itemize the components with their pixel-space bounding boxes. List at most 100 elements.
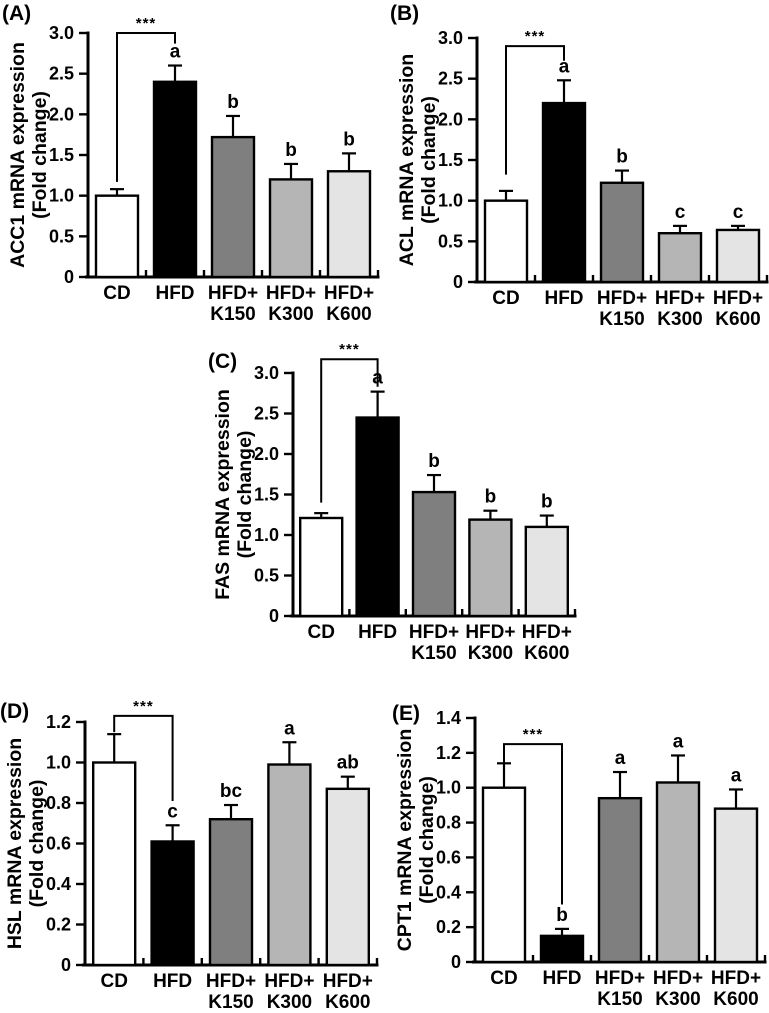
y-tick-label: 0.2 (436, 917, 461, 937)
y-tick-label: 0.2 (46, 915, 71, 935)
bar-hfd-k150 (599, 181, 645, 284)
bar-hfd-k600 (713, 807, 759, 964)
bar-cd (481, 786, 527, 964)
y-tick-label: 0 (451, 952, 461, 972)
x-category-label: HFD (155, 283, 194, 304)
y-tick-label: 2.5 (49, 64, 74, 84)
significance-bracket (505, 45, 565, 175)
panel-d-label: (D) (0, 700, 30, 723)
x-category-label: K600 (325, 992, 370, 1013)
y-tick-label: 0 (269, 606, 279, 626)
y-tick-label: 0.8 (46, 793, 71, 813)
y-tick-label: 0.4 (46, 874, 71, 894)
x-category-label: K600 (524, 643, 569, 664)
x-category-label: K150 (210, 304, 255, 325)
y-tick-label: 0 (64, 267, 74, 287)
y-axis-title: (Fold change) (416, 776, 438, 904)
y-tick-label: 0.5 (438, 231, 463, 251)
y-tick-label: 0.8 (436, 813, 461, 833)
x-category-label: HFD (542, 968, 581, 989)
x-category-label: CD (490, 968, 517, 989)
significance-stars: *** (339, 341, 360, 358)
bar-hfd (152, 80, 198, 279)
bar-hfd-k150 (597, 796, 643, 964)
x-category-label: HFD+ (323, 971, 373, 992)
y-tick-label: 1.5 (254, 485, 279, 505)
y-tick-label: 1.0 (436, 778, 461, 798)
panel-e-label: (E) (392, 702, 420, 725)
panel-c-label: (C) (208, 350, 238, 373)
significance-bracket (116, 32, 176, 182)
panel-c: (C) 0 0.5 1.0 1.5 2.0 2.5 3.0 CD a HFD b HFD+ K150 b H… (180, 340, 580, 685)
sig-letter: a (284, 718, 295, 739)
sig-letter: a (559, 56, 570, 77)
x-category-label: HFD (153, 971, 192, 992)
y-tick-label: 3.0 (254, 363, 279, 383)
panel-e: (E) 0 0.2 0.4 0.6 0.8 1.0 1.2 1.4 CD b HFD a HFD+ K15… (385, 680, 769, 1013)
y-tick-label: 1.0 (49, 186, 74, 206)
x-category-label: HFD+ (266, 283, 316, 304)
x-category-label: HFD+ (324, 283, 374, 304)
sig-letter: a (170, 42, 181, 63)
x-category-label: HFD+ (409, 622, 459, 643)
acc1-bar-chart: 00.51.01.52.02.53.0CDaHFDbHFD+K150bHFD+K… (7, 15, 380, 325)
x-category-label: HFD+ (713, 288, 763, 309)
cpt1-bar-chart: 00.20.40.60.81.01.21.4CDbHFDaHFD+K150aHF… (394, 708, 767, 1010)
y-tick-label: 1.0 (438, 191, 463, 211)
x-category-label: K600 (715, 309, 760, 330)
y-tick-label: 1.2 (436, 743, 461, 763)
panel-d: (D) 0 0.2 0.4 0.6 0.8 1.0 1.2 CD c HFD bc HFD+ K150 a… (0, 680, 385, 1013)
bar-hfd-k150 (411, 490, 457, 618)
y-tick-label: 2.0 (254, 444, 279, 464)
significance-stars: *** (523, 726, 544, 743)
hsl-bar-chart: 00.20.40.60.81.01.2CDcHFDbcHFD+K150aHFD+… (4, 698, 379, 1013)
panel-a: (A) 0 0.5 1.0 1.5 2.0 2.5 3.0 CD a HFD b HFD+ K150 b H… (0, 0, 385, 345)
x-category-label: HFD+ (208, 283, 258, 304)
sig-letter: b (616, 147, 628, 168)
x-category-label: K600 (713, 989, 758, 1010)
y-tick-label: 1.0 (46, 753, 71, 773)
y-tick-label: 2.5 (438, 69, 463, 89)
sig-letter: c (675, 202, 686, 223)
sig-letter: b (428, 451, 440, 472)
sig-letter: b (485, 487, 497, 508)
y-tick-label: 1.2 (46, 712, 71, 732)
x-category-label: K300 (268, 304, 313, 325)
x-category-label: K150 (208, 992, 253, 1013)
x-category-label: K150 (599, 309, 644, 330)
y-tick-label: 0.6 (46, 834, 71, 854)
y-axis-title: ACC1 mRNA expression (7, 42, 29, 268)
bar-cd (91, 761, 137, 967)
sig-letter: b (541, 492, 553, 513)
y-tick-label: 2.0 (49, 104, 74, 124)
x-category-label: K150 (411, 643, 456, 664)
sig-letter: c (733, 202, 744, 223)
fas-bar-chart: 00.51.01.52.02.53.0CDaHFDbHFD+K150bHFD+K… (212, 341, 577, 664)
x-category-label: HFD+ (595, 968, 645, 989)
x-category-label: HFD+ (597, 288, 647, 309)
acl-bar-chart: 00.51.01.52.02.53.0CDaHFDbHFD+K150cHFD+K… (396, 28, 769, 330)
significance-stars: *** (133, 698, 154, 715)
bar-hfd-k150 (208, 817, 254, 967)
bar-cd (298, 516, 344, 618)
sig-letter: b (285, 140, 297, 161)
x-category-label: K300 (468, 643, 513, 664)
y-tick-label: 1.0 (254, 525, 279, 545)
sig-letter: b (556, 905, 568, 926)
sig-letter: bc (220, 781, 243, 802)
x-category-label: HFD+ (653, 968, 703, 989)
x-category-label: HFD (544, 288, 583, 309)
y-tick-label: 3.0 (438, 28, 463, 48)
x-category-label: K300 (657, 309, 702, 330)
y-tick-label: 0.4 (436, 882, 461, 902)
bar-hfd (355, 416, 400, 618)
sig-letter: a (731, 765, 742, 786)
x-category-label: HFD+ (522, 622, 572, 643)
x-category-label: HFD+ (264, 971, 314, 992)
x-category-label: HFD+ (711, 968, 761, 989)
y-tick-label: 1.5 (438, 150, 463, 170)
y-tick-label: 0.6 (436, 847, 461, 867)
y-axis-title: FAS mRNA expression (212, 389, 234, 600)
y-axis-title: HSL mRNA expression (4, 738, 26, 949)
